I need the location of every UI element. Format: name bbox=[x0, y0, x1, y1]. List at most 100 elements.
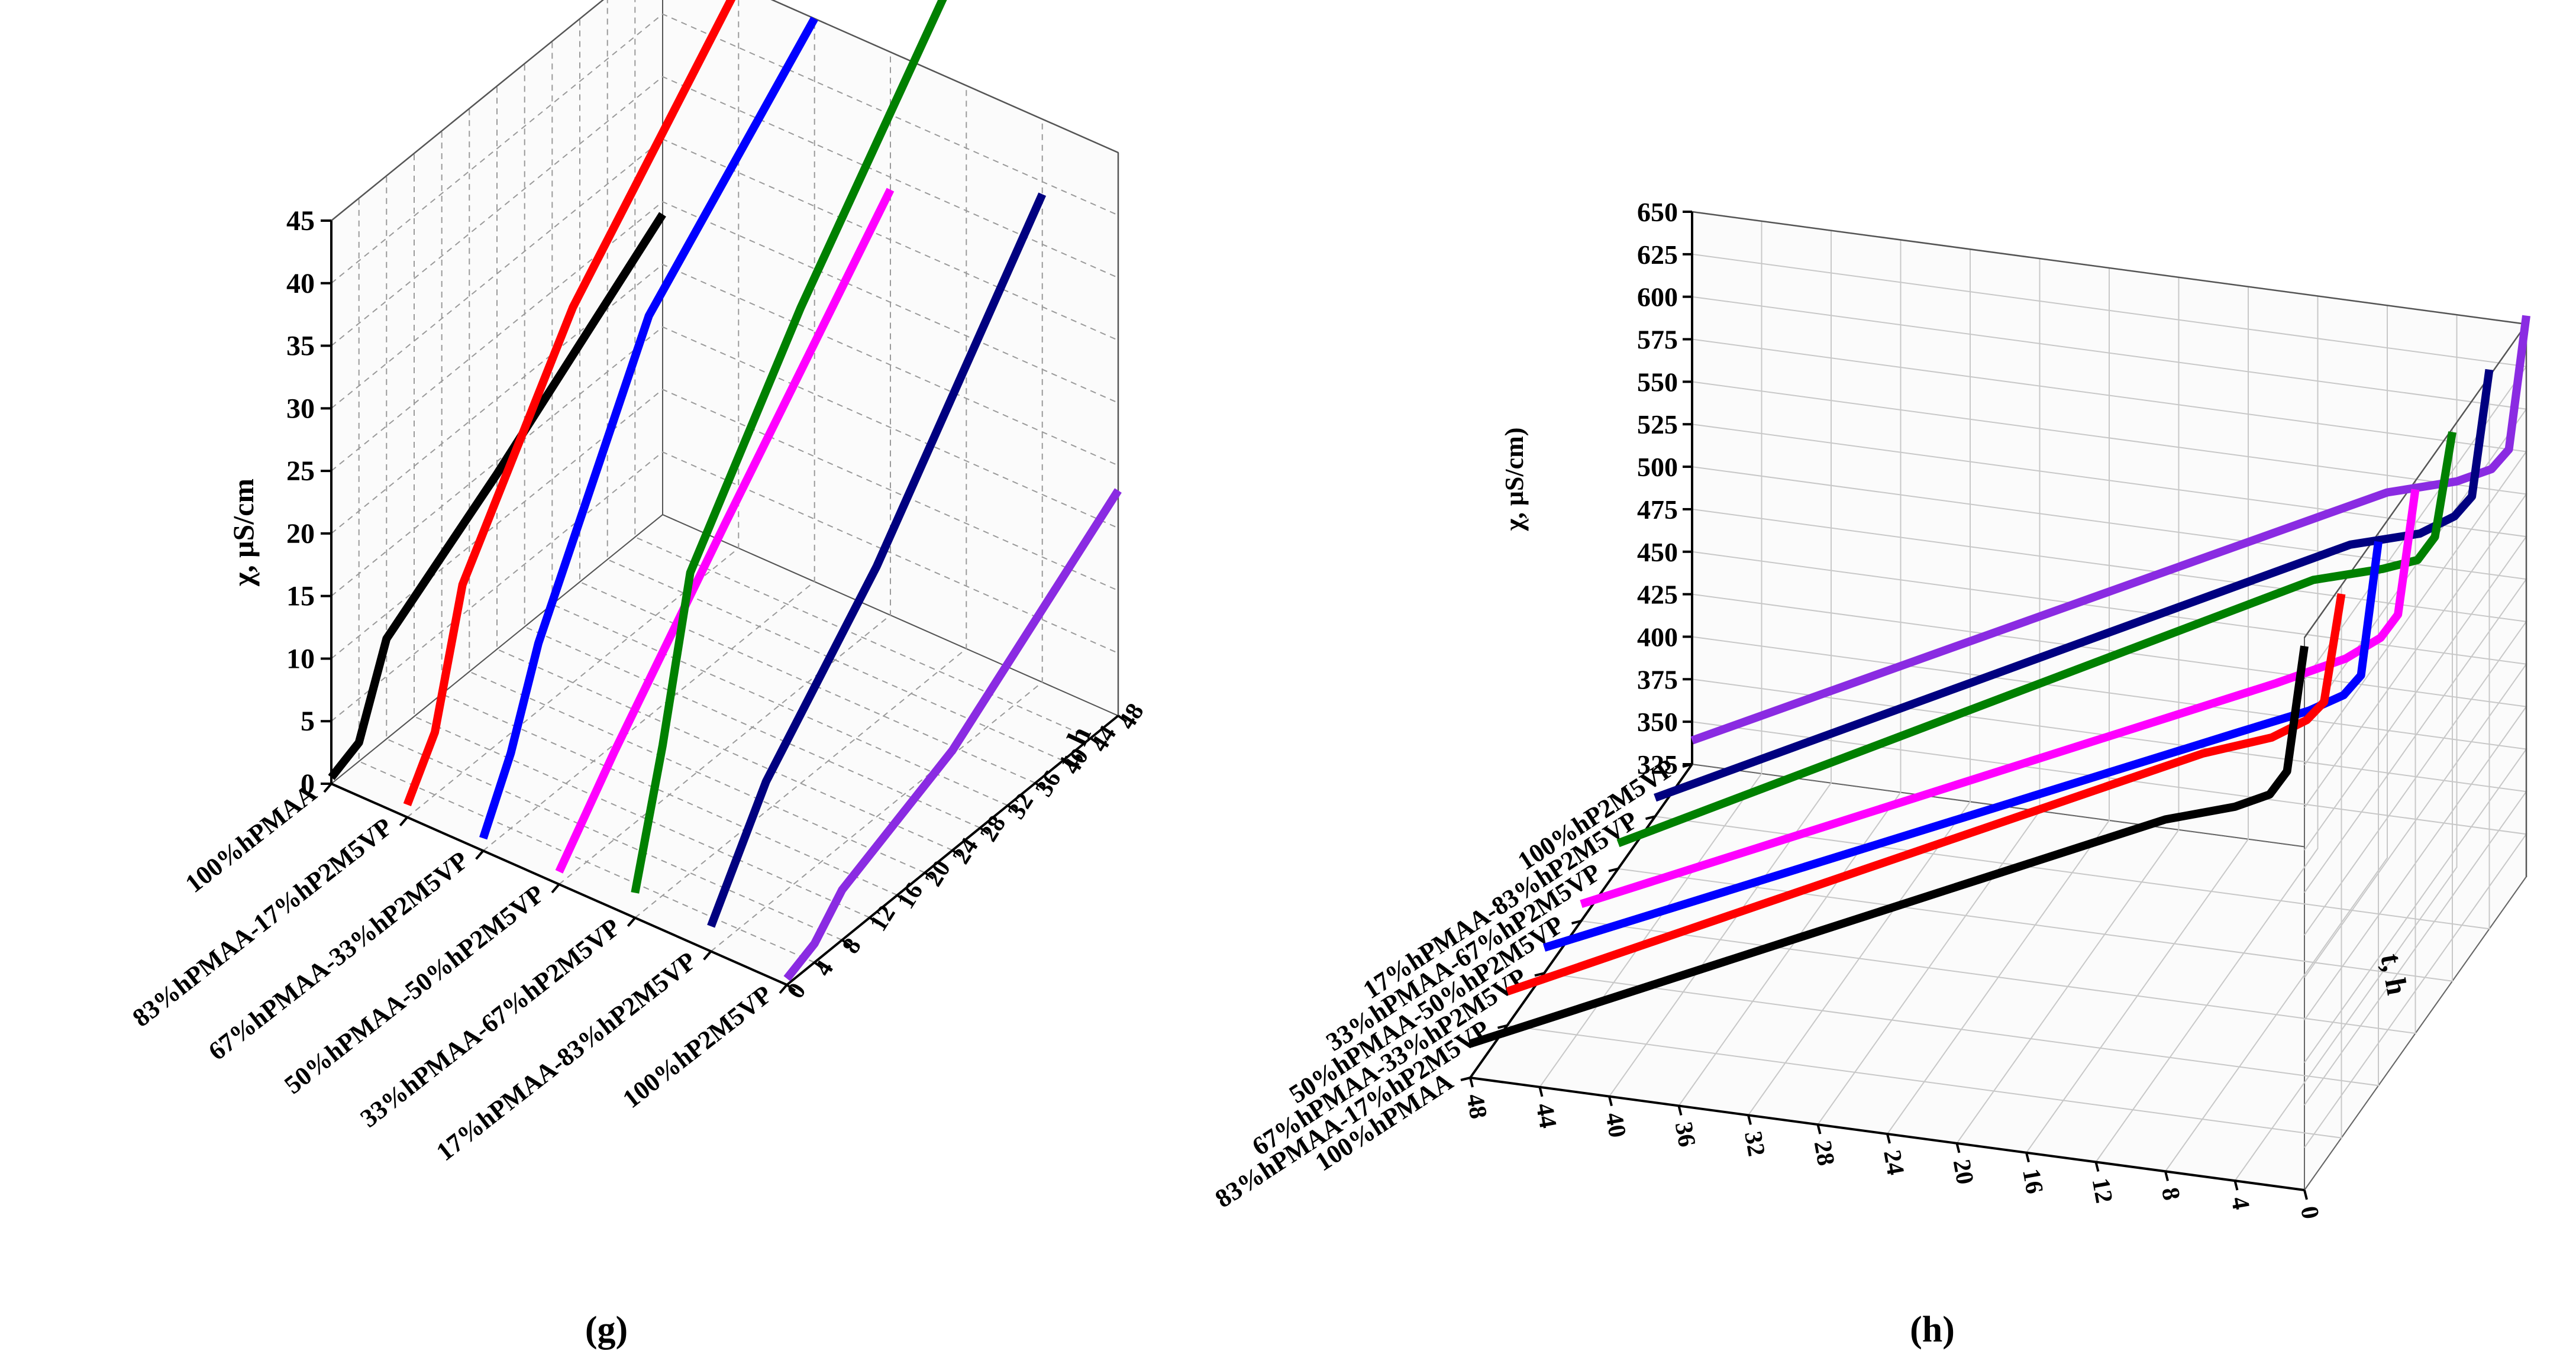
t-tick-label: 16 bbox=[2017, 1166, 2048, 1195]
t-tick-label: 32 bbox=[1739, 1129, 1770, 1158]
category-tick-mark bbox=[475, 850, 485, 860]
series-line bbox=[1616, 431, 2456, 848]
z-tick-label: 10 bbox=[286, 643, 315, 674]
t-tick-label: 4 bbox=[2226, 1195, 2255, 1212]
z-tick-label: 25 bbox=[286, 455, 315, 487]
category-gridline bbox=[483, 18, 815, 852]
t-gridline bbox=[634, 0, 1091, 739]
z-tick-label: 650 bbox=[1637, 197, 1678, 227]
t-tick-mark bbox=[1538, 1087, 1544, 1097]
t-tick-label: 12 bbox=[2087, 1176, 2118, 1205]
z-tick-label: 15 bbox=[286, 581, 315, 612]
t-tick-mark bbox=[924, 871, 934, 880]
series-line bbox=[707, 192, 1047, 928]
z-tick-label: 500 bbox=[1637, 452, 1678, 482]
z-tick-label: 625 bbox=[1637, 240, 1678, 270]
t-axis-title: t, h bbox=[2374, 951, 2414, 997]
category-tick-mark bbox=[399, 816, 408, 826]
t-tick-mark bbox=[2094, 1162, 2100, 1172]
category-tick-mark bbox=[779, 984, 788, 994]
category-gridline bbox=[559, 52, 891, 885]
t-tick-mark bbox=[951, 849, 962, 858]
t-tick-mark bbox=[1062, 759, 1072, 768]
t-tick-label: 48 bbox=[1461, 1092, 1492, 1121]
z-tick-label: 40 bbox=[286, 268, 315, 299]
z-gridline bbox=[331, 451, 1119, 722]
panel-caption: (g) bbox=[585, 1310, 628, 1350]
z-tick-label: 45 bbox=[286, 205, 315, 237]
z-tick-label: 20 bbox=[286, 518, 315, 550]
t-tick-mark bbox=[1747, 1114, 1752, 1125]
t-gridline bbox=[358, 198, 815, 964]
z-tick-label: 30 bbox=[286, 393, 315, 424]
t-gridline bbox=[414, 153, 870, 919]
t-tick-mark bbox=[1034, 782, 1045, 790]
z-tick-label: 5 bbox=[301, 706, 315, 737]
category-tick-mark bbox=[1682, 763, 1693, 768]
t-tick-label: 8 bbox=[2156, 1185, 2185, 1203]
t-tick-mark bbox=[896, 894, 906, 902]
t-gridline bbox=[441, 131, 898, 896]
z-tick-label: 375 bbox=[1637, 664, 1678, 694]
series-line bbox=[479, 16, 818, 840]
t-tick-label: 28 bbox=[1809, 1139, 1840, 1168]
z-tick-label: 0 bbox=[301, 768, 315, 800]
category-tick-mark bbox=[1645, 815, 1655, 820]
t-gridline bbox=[579, 18, 1036, 784]
series-line bbox=[1468, 645, 2309, 1048]
t-tick-mark bbox=[979, 826, 989, 835]
t-gridline bbox=[524, 63, 981, 829]
t-tick-mark bbox=[814, 961, 824, 969]
t-tick-mark bbox=[1007, 804, 1017, 813]
t-tick-label: 8 bbox=[837, 933, 867, 958]
t-tick-mark bbox=[2025, 1152, 2030, 1163]
z-axis-title: χ, μS/cm) bbox=[1500, 428, 1529, 532]
t-gridline bbox=[469, 108, 925, 874]
category-tick-mark bbox=[1460, 1077, 1471, 1081]
category-tick-mark bbox=[1497, 1024, 1507, 1029]
category-tick-mark bbox=[703, 951, 712, 961]
t-tick-mark bbox=[1117, 715, 1128, 723]
z-tick-label: 525 bbox=[1637, 409, 1678, 439]
series-line bbox=[631, 0, 947, 894]
z-tick-label: 550 bbox=[1637, 367, 1678, 397]
t-tick-mark bbox=[1816, 1124, 1822, 1134]
t-tick-mark bbox=[2233, 1180, 2239, 1191]
t-tick-label: 40 bbox=[1600, 1110, 1631, 1139]
z-tick-label: 575 bbox=[1637, 325, 1678, 355]
category-tick-mark bbox=[627, 917, 636, 927]
t-tick-mark bbox=[869, 916, 879, 925]
z-tick-label: 35 bbox=[286, 331, 315, 362]
chart-h: 3253503754004254504755005255505756006256… bbox=[1210, 197, 2530, 1350]
t-gridline bbox=[496, 86, 953, 851]
t-tick-label: 36 bbox=[1670, 1120, 1701, 1149]
t-tick-mark bbox=[1608, 1096, 1613, 1107]
category-tick-mark bbox=[1571, 920, 1581, 925]
t-gridline bbox=[551, 41, 1008, 806]
category-gridline bbox=[1544, 533, 2379, 1087]
panel-caption: (h) bbox=[1910, 1310, 1955, 1350]
z-tick-label: 450 bbox=[1637, 537, 1678, 567]
t-tick-label: 44 bbox=[1531, 1101, 1562, 1130]
t-gridline bbox=[606, 0, 1064, 761]
t-tick-label: 0 bbox=[782, 978, 811, 1003]
t-tick-mark bbox=[1886, 1133, 1891, 1144]
category-gridline bbox=[1655, 376, 2490, 930]
t-tick-mark bbox=[786, 984, 796, 992]
t-tick-mark bbox=[2303, 1190, 2308, 1200]
category-tick-mark bbox=[1608, 867, 1619, 872]
category-tick-mark bbox=[551, 883, 560, 894]
series-line bbox=[555, 188, 895, 874]
z-tick-label: 475 bbox=[1637, 494, 1678, 525]
z-tick-label: 425 bbox=[1637, 580, 1678, 610]
t-gridline bbox=[386, 176, 842, 941]
series-line bbox=[783, 488, 1122, 981]
t-tick-label: 24 bbox=[1878, 1148, 1909, 1177]
t-tick-mark bbox=[1469, 1077, 1474, 1088]
t-tick-mark bbox=[1090, 737, 1100, 745]
t-tick-label: 0 bbox=[2295, 1204, 2324, 1221]
series-line bbox=[328, 212, 666, 780]
t-tick-label: 20 bbox=[1948, 1158, 1979, 1187]
z-tick-label: 350 bbox=[1637, 707, 1678, 737]
